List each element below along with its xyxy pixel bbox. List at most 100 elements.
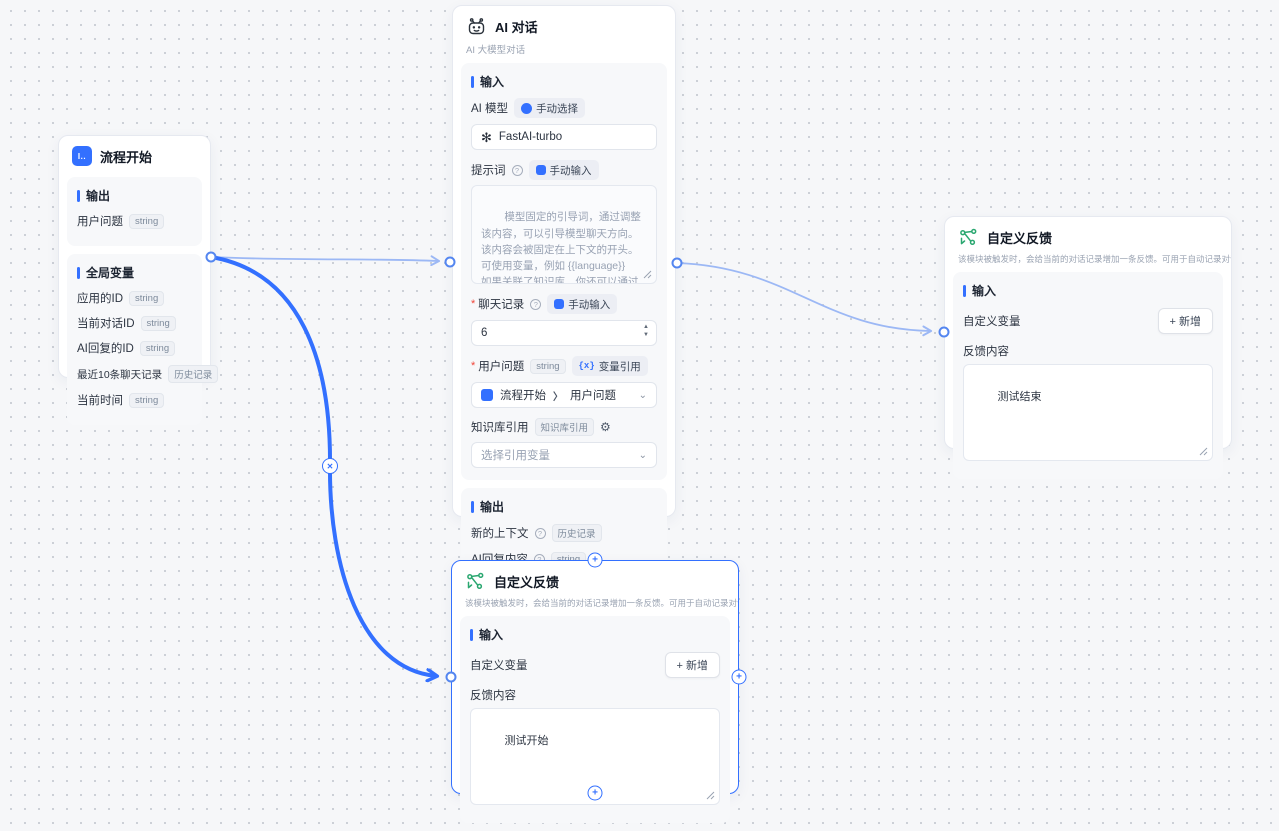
variable-icon: {x} [578, 361, 595, 371]
global-label: 当前时间 [77, 395, 123, 407]
badge-label: 手动输入 [568, 298, 611, 311]
feedback-icon [467, 572, 484, 589]
handle-feedback-bottom-target[interactable] [445, 671, 457, 683]
section-bar [963, 284, 966, 297]
content-label: 反馈内容 [963, 346, 1009, 358]
robot-icon [468, 18, 485, 35]
node-subtitle: 该模块被触发时，会给当前的对话记录增加一条反馈。可用于自动记录对话效果等。 [958, 254, 1231, 264]
badge-label: 变量引用 [598, 360, 641, 373]
chevron-down-icon: ⌄ [638, 449, 647, 461]
model-value: FastAI-turbo [498, 131, 563, 143]
resize-icon[interactable] [1198, 446, 1208, 456]
number-stepper[interactable]: ▲ ▼ [643, 323, 649, 339]
section-bar [77, 266, 80, 279]
type-tag: string [129, 290, 165, 306]
type-tag: string [139, 340, 176, 356]
feedback-icon [960, 228, 977, 245]
node-feedback-right[interactable]: 自定义反馈 该模块被触发时，会给当前的对话记录增加一条反馈。可用于自动记录对话效… [944, 216, 1232, 479]
history-value: 6 [481, 327, 488, 339]
robot-badge-icon [521, 102, 533, 114]
content-label: 反馈内容 [470, 690, 516, 702]
question-label: 用户问题 [478, 361, 525, 373]
feedback-input-section: 输入 自定义变量 + 新增 反馈内容 测试结束 [953, 272, 1223, 479]
handle-flow-start-source[interactable] [205, 251, 217, 263]
question-variable-select[interactable]: 流程开始 〉 用户问题 ⌄ [471, 382, 657, 408]
add-variable-button[interactable]: + 新增 [1157, 308, 1213, 334]
badge-label: 手动输入 [549, 164, 592, 177]
node-title: 自定义反馈 [987, 231, 1053, 246]
edge-aichat-to-feedback-right[interactable] [676, 262, 933, 337]
ref-node-name: 流程开始 [500, 390, 546, 402]
handle-ai-chat-source[interactable] [671, 257, 683, 269]
content-label-row: 反馈内容 [470, 687, 720, 703]
feedback-content-textarea[interactable]: 测试结束 [963, 364, 1213, 461]
model-select[interactable]: ✻ FastAI-turbo [471, 124, 657, 150]
global-row: 当前时间 string [77, 392, 192, 408]
node-flow-start[interactable]: I.. 流程开始 输出 用户问题 string 全局变量 应用的ID strin… [58, 135, 219, 425]
feedback-content-value: 测试开始 [504, 735, 549, 748]
plus-icon: + [736, 671, 742, 682]
global-row: 当前对话ID string [77, 315, 192, 331]
custom-var-label: 自定义变量 [963, 316, 1021, 328]
custom-var-row: 自定义变量 + 新增 [470, 652, 720, 678]
chevron-right-icon: 〉 [553, 391, 563, 403]
kb-variable-select[interactable]: 选择引用变量 ⌄ [471, 442, 657, 468]
step-up-icon[interactable]: ▲ [643, 324, 649, 330]
info-icon: ? [534, 527, 546, 539]
model-mode-badge[interactable]: 手动选择 [514, 98, 586, 118]
handle-feedback-bottom-source[interactable]: + [731, 669, 747, 685]
add-variable-button[interactable]: + 新增 [664, 652, 720, 678]
type-tag: 历史记录 [551, 524, 602, 542]
handle-ai-chat-target[interactable] [444, 256, 456, 268]
model-provider-icon: ✻ [481, 129, 492, 145]
edge-delete-button[interactable]: ✕ [322, 458, 338, 474]
section-header: 全局变量 [77, 264, 192, 281]
section-header: 输入 [963, 282, 1213, 299]
global-label: AI回复的ID [77, 343, 134, 355]
handle-feedback-bottom-top[interactable]: + [587, 552, 603, 568]
global-label: 最近10条聊天记录 [77, 368, 163, 381]
resize-icon[interactable] [705, 790, 715, 800]
history-count-input[interactable]: 6 ▲ ▼ [471, 320, 657, 346]
section-bar [471, 75, 474, 88]
badge-label: 手动选择 [536, 102, 579, 115]
prompt-textarea[interactable]: 模型固定的引导词，通过调整该内容，可以引导模型聊天方向。该内容会被固定在上下文的… [471, 185, 657, 284]
history-mode-badge[interactable]: 手动输入 [547, 294, 618, 314]
type-tag: 历史记录 [168, 365, 219, 383]
output-row: 用户问题 string [77, 213, 192, 229]
section-title: 输出 [86, 189, 111, 203]
step-down-icon[interactable]: ▼ [643, 332, 649, 338]
section-title: 输入 [972, 284, 997, 298]
handle-feedback-right-target[interactable] [938, 326, 950, 338]
type-tag: 知识库引用 [534, 418, 595, 436]
node-title: 自定义反馈 [494, 575, 560, 590]
node-subtitle: 该模块被触发时，会给当前的对话记录增加一条反馈。可用于自动记录对话效果等。 [465, 598, 738, 608]
gear-icon[interactable]: ⚙ [600, 420, 611, 434]
section-bar [470, 628, 473, 641]
handle-feedback-bottom-bottom[interactable]: + [587, 785, 603, 801]
custom-var-row: 自定义变量 + 新增 [963, 308, 1213, 334]
section-title: 输入 [480, 75, 505, 89]
node-feedback-bottom[interactable]: 自定义反馈 该模块被触发时，会给当前的对话记录增加一条反馈。可用于自动记录对话效… [451, 560, 739, 823]
edit-badge-icon [535, 165, 546, 175]
prompt-mode-badge[interactable]: 手动输入 [528, 160, 599, 180]
kb-row: 知识库引用 知识库引用 ⚙ [471, 418, 657, 436]
section-bar [471, 500, 474, 513]
section-header: 输入 [471, 73, 657, 90]
node-ai-chat[interactable]: AI 对话 AI 大模型对话 输入 AI 模型 手动选择 ✻ FastAI-tu… [452, 5, 676, 577]
section-header: 输入 [470, 626, 720, 643]
resize-icon[interactable] [642, 269, 652, 279]
edge-flowstart-to-aichat[interactable] [210, 255, 441, 267]
global-label: 当前对话ID [77, 318, 135, 330]
ref-field-name: 用户问题 [570, 390, 616, 402]
history-row: * 聊天记录 ? 手动输入 [471, 294, 657, 314]
feedback-header: 自定义反馈 [945, 217, 1231, 253]
info-icon: ? [530, 298, 542, 310]
required-marker: * [471, 298, 476, 310]
kb-placeholder: 选择引用变量 [481, 450, 550, 462]
required-marker: * [471, 360, 476, 372]
global-label: 应用的ID [77, 293, 123, 305]
variable-ref-badge[interactable]: {x} 变量引用 [571, 356, 648, 376]
section-title: 输出 [480, 500, 505, 514]
